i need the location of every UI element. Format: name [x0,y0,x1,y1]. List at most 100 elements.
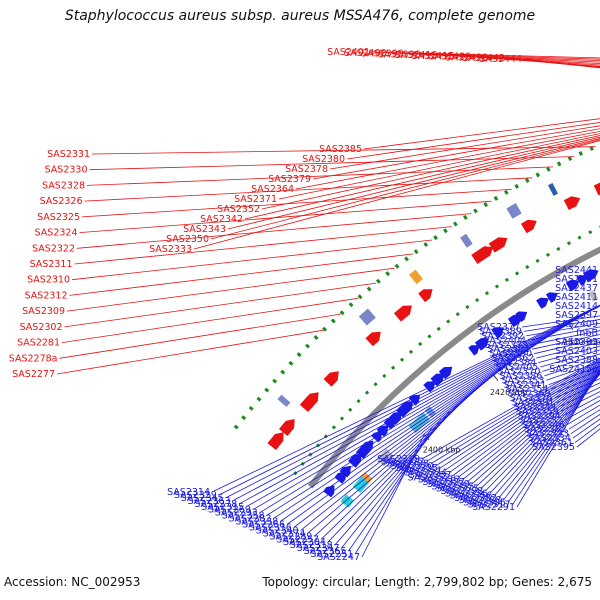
gene-label: SAS2352a [407,472,456,483]
gene-label: SAS2326 [40,196,83,207]
label-leader-line [59,313,341,359]
orf-feature-block [358,308,376,326]
gene-label: SAS2419 [395,50,438,61]
gene-label: SAS2342 [200,214,243,225]
gene-label: SAS2386 [499,371,542,382]
gene-label: SAS2404 [483,335,526,346]
gene-label: SAS2380 [302,154,345,165]
label-leader-line [439,54,600,65]
topology-label: Topology: circular; Length: 2,799,802 bp… [262,575,592,589]
gene-label: SAS2355 [431,481,474,492]
reverse-gene-arrow [348,453,362,468]
label-leader-line [516,368,600,508]
label-leader-line [430,360,600,464]
label-leader-line [523,58,600,69]
forward-gene-arrow [279,419,295,436]
gene-label: SAS2289 [269,531,312,542]
gene-label: SAS2373 [485,340,528,351]
label-leader-line [448,365,600,474]
label-leader-line [64,282,377,328]
gene-label: SAS2393 [555,337,598,348]
gene-label: SAS2312 [25,290,68,301]
label-leader-line [354,426,433,555]
gene-label: SAS2288 [458,495,501,506]
gene-label: SAS2391 [512,398,555,409]
label-leader-line [232,306,599,502]
gene-label: SAS2269 [208,505,251,516]
reverse-gene-arrow [536,297,549,309]
label-leader-line [66,267,395,312]
gene-label: SAS2388 [555,355,598,366]
label-leader-line [363,118,600,150]
label-leader-line [435,361,600,467]
inner-feature-block [340,494,354,508]
gene-label: SAS2309 [22,306,65,317]
gene-label: SAS2381 [487,344,530,355]
gene-label: SAS2334 [528,433,571,444]
gene-label: SAS2325 [37,212,80,223]
label-leader-line [388,52,600,60]
forward-gene-arrow [299,392,319,412]
reverse-gene-arrow [491,327,505,339]
accession-label: Accession: NC_002953 [4,575,141,589]
reverse-gene-arrow [474,338,489,351]
gene-label: SAS2251 [310,549,353,560]
gene-label: SAS2395 [532,442,575,453]
gene-label: SAS2372 [382,456,425,467]
label-leader-line [485,372,600,492]
gene-label: SAS2441 [555,265,598,276]
label-leader-line [341,411,450,549]
label-leader-line [476,371,600,487]
gene-label: SAS2401 [327,47,370,58]
label-leader-line [507,57,600,69]
gene-label: SAS2358 [222,511,265,522]
reverse-gene-arrow [323,485,335,498]
label-leader-line [239,311,589,505]
gene-label: SAS2363 [188,496,231,507]
gene-label: SAS2420 [445,52,488,63]
gene-label: SAS2332 [520,415,563,426]
reverse-gene-arrow [401,401,414,413]
gene-label: SAS2378 [285,164,328,175]
gene-label: SAS2437 [555,283,598,294]
gene-label: SAS2389 [479,326,522,337]
gene-label: SAS2365 [303,546,346,557]
gene-label: SAS2431 [555,274,598,285]
gene-label: SAS2298 [440,486,483,497]
gene-label: SAS2405 [495,362,538,373]
forward-gene-arrow [488,237,508,253]
gene-label: SAS2341 [504,380,547,391]
label-leader-line [261,135,600,210]
gene-label: SAS2375 [436,484,479,495]
gene-label: SAS2415a [549,364,598,375]
gene-label: SAS2336 [445,488,488,499]
inner-feature-block [408,412,430,434]
label-leader-line [252,323,570,511]
tick-label: 2420 kbp [490,388,528,397]
label-leader-line [71,239,433,281]
gene-label: SAS2374 [404,468,447,479]
gene-label: SAS2333 [149,244,192,255]
gene-label: SAS2385 [319,144,362,155]
gene-label: SAS2330 [45,165,88,176]
gene-label: SAS2322 [32,243,75,254]
label-leader-line [346,122,600,160]
gene-label: SAS2394 [518,411,561,422]
gene-label: SAS2328 [42,180,85,191]
gene-label: SAS2278a [9,353,58,364]
inner-feature-block [588,290,599,302]
label-leader-line [405,53,600,62]
gene-label: SAS2345 [181,493,224,504]
label-leader-line [462,368,600,480]
gene-label: SAS2400 [344,48,387,59]
label-leader-line [471,370,600,485]
label-leader-line [421,357,600,460]
gene-label: SAS2340 [256,525,299,536]
label-leader-line [466,369,600,483]
label-leader-line [480,372,600,489]
label-leader-line [334,403,459,546]
gene-label: SAS2444 [479,54,522,65]
gene-label: SAS2337 [409,470,452,481]
label-leader-line [312,128,600,180]
